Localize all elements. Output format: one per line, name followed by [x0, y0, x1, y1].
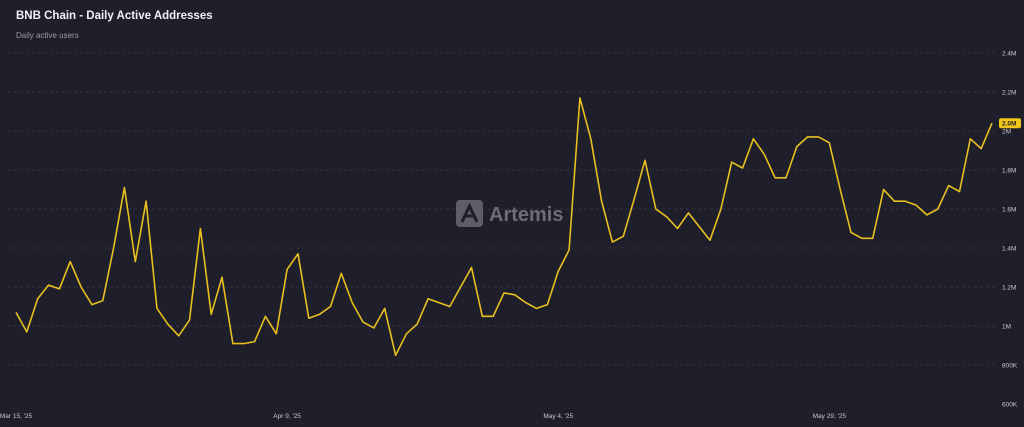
- artemis-watermark: Artemis: [456, 200, 563, 227]
- x-axis: Mar 15, '25 Apr 9, '25 May 4, '25 May 29, '…: [0, 413, 846, 420]
- y-tick-label: 2M: [1002, 129, 1011, 136]
- y-tick-label: 1.8M: [1002, 168, 1016, 175]
- x-tick-label: Apr 9, '25: [273, 413, 301, 420]
- y-tick-label: 2.4M: [1002, 51, 1016, 58]
- x-tick-label: May 29, '25: [813, 413, 847, 420]
- chart-title: BNB Chain - Daily Active Addresses: [16, 10, 213, 22]
- x-tick-label: Mar 15, '25: [0, 413, 33, 420]
- y-tick-label: 1.4M: [1002, 246, 1016, 253]
- last-value-badge-bg: [999, 118, 1021, 129]
- y-axis: 600K 800K 1M 1.2M 1.4M 1.6M 1.8M 2M 2.2M 2.4M: [1002, 51, 1018, 409]
- artemis-logo-glyph: [460, 202, 479, 223]
- y-tick-label: 2.2M: [1002, 90, 1016, 97]
- x-tick-label: May 4, '25: [543, 413, 573, 420]
- last-value-badge: 2.0M: [999, 118, 1021, 129]
- y-tick-label: 1.2M: [1002, 285, 1016, 292]
- watermark-text: Artemis: [489, 204, 563, 226]
- y-tick-label: 1.6M: [1002, 207, 1016, 214]
- last-value-label: 2.0M: [1002, 121, 1016, 128]
- grid-lines: [8, 52, 996, 366]
- chart-subtitle: Daily active users: [16, 31, 79, 40]
- y-tick-label: 600K: [1002, 402, 1018, 409]
- y-tick-label: 800K: [1002, 363, 1018, 370]
- y-tick-label: 1M: [1002, 324, 1011, 331]
- series-line-daily-active-addresses[interactable]: [15, 97, 993, 357]
